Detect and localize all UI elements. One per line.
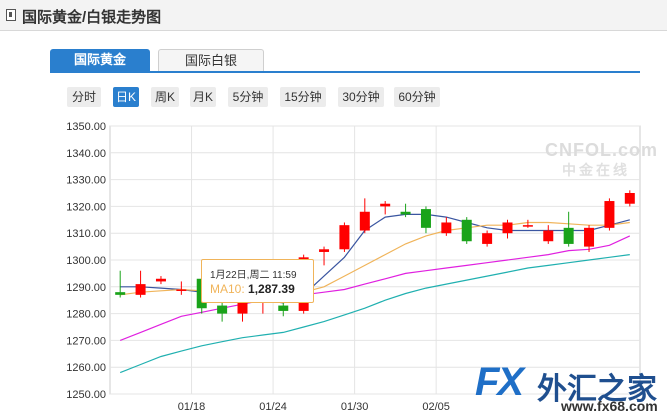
candle [155, 276, 166, 285]
x-tick-label: 01/30 [341, 401, 369, 413]
candle-body [155, 278, 166, 282]
watermark-cnfol: CNFOL.com [545, 140, 659, 160]
candle-body [278, 305, 289, 311]
candle-body [461, 219, 472, 242]
candle-body [380, 203, 391, 207]
period-button-15min[interactable]: 15分钟 [280, 87, 326, 107]
y-tick-label: 1300.00 [66, 255, 106, 267]
candle [441, 217, 452, 236]
logo-cn: 外汇之家 [537, 373, 657, 406]
ma60-line [119, 254, 630, 374]
logo-url: www.fx68.com [561, 398, 658, 414]
candle-body [441, 222, 452, 234]
candle-body [319, 249, 330, 252]
tooltip-ma-value: 1,287.39 [248, 282, 295, 296]
candle [461, 217, 472, 244]
tab-underline [50, 71, 640, 73]
candle [400, 203, 411, 218]
x-tick-label: 01/24 [259, 401, 287, 413]
x-axis: 01/18 01/24 01/30 02/05 [178, 401, 450, 413]
tooltip-ma: MA10: 1,287.39 [210, 282, 295, 296]
candle [339, 222, 350, 252]
chart-tooltip: 1月22日,周二 11:59 MA10: 1,287.39 [201, 259, 314, 303]
y-tick-label: 1250.00 [66, 389, 106, 401]
candlesticks [115, 190, 635, 322]
candle-body [563, 227, 574, 244]
candle-body [176, 289, 187, 291]
period-button-30min[interactable]: 30分钟 [338, 87, 384, 107]
candle-body [400, 211, 411, 215]
candle [543, 225, 554, 244]
y-tick-label: 1340.00 [66, 148, 106, 160]
tooltip-ma-label: MA10: [210, 282, 245, 296]
period-button-5min[interactable]: 5分钟 [228, 87, 268, 107]
candle [319, 246, 330, 266]
candle-body [420, 209, 431, 228]
candle [217, 300, 228, 322]
y-tick-label: 1330.00 [66, 175, 106, 187]
candle-body [482, 233, 493, 244]
candle [624, 190, 635, 207]
candle [482, 230, 493, 247]
logo-fx: FX [475, 360, 524, 404]
candle [176, 281, 187, 295]
x-tick-label: 02/05 [422, 401, 450, 413]
candle-body [604, 201, 615, 228]
candle-body [502, 222, 513, 234]
ma20-line [119, 235, 631, 341]
candle-body [339, 225, 350, 250]
panel-header: 国际黄金/白银走势图 [0, 0, 667, 31]
fx68-logo: FX 外汇之家 www.fx68.com [475, 360, 667, 418]
candle-body [584, 227, 595, 247]
candle [604, 198, 615, 231]
period-button-monthly[interactable]: 月K [190, 87, 216, 107]
panel-icon [6, 9, 16, 21]
candle [563, 211, 574, 247]
panel-title: 国际黄金/白银走势图 [22, 9, 162, 26]
candle [420, 206, 431, 234]
candle-body [522, 225, 533, 227]
ma5-line [120, 213, 630, 304]
tab-gold[interactable]: 国际黄金 [50, 49, 150, 71]
candle [359, 198, 370, 234]
period-button-intraday[interactable]: 分时 [67, 87, 101, 107]
y-tick-label: 1270.00 [66, 335, 106, 347]
candle-body [135, 284, 146, 295]
y-tick-label: 1280.00 [66, 309, 106, 321]
candle [135, 270, 146, 298]
candle-body [217, 305, 228, 314]
candle-body [359, 211, 370, 231]
y-tick-label: 1320.00 [66, 201, 106, 213]
watermark-cnfol-cn: 中金在线 [562, 162, 630, 178]
candle-body [543, 230, 554, 242]
y-axis: 1250.00 1260.00 1270.00 1280.00 1290.00 1300.… [66, 121, 106, 401]
y-tick-label: 1260.00 [66, 362, 106, 374]
x-tick-label: 01/18 [178, 401, 206, 413]
candle [502, 219, 513, 239]
moving-average-lines [119, 213, 631, 374]
candle-body [115, 292, 126, 295]
candle-body [237, 302, 248, 314]
period-button-weekly[interactable]: 周K [151, 87, 179, 107]
tab-silver[interactable]: 国际白银 [158, 49, 264, 71]
y-tick-label: 1290.00 [66, 282, 106, 294]
period-button-daily[interactable]: 日K [113, 87, 139, 107]
candle-body [624, 193, 635, 204]
period-button-60min[interactable]: 60分钟 [394, 87, 440, 107]
candle [584, 225, 595, 252]
candle [115, 270, 126, 298]
candle [380, 201, 391, 215]
y-tick-label: 1350.00 [66, 121, 106, 133]
y-tick-label: 1310.00 [66, 228, 106, 240]
tooltip-date: 1月22日,周二 11:59 [210, 270, 297, 281]
candle [522, 219, 533, 228]
